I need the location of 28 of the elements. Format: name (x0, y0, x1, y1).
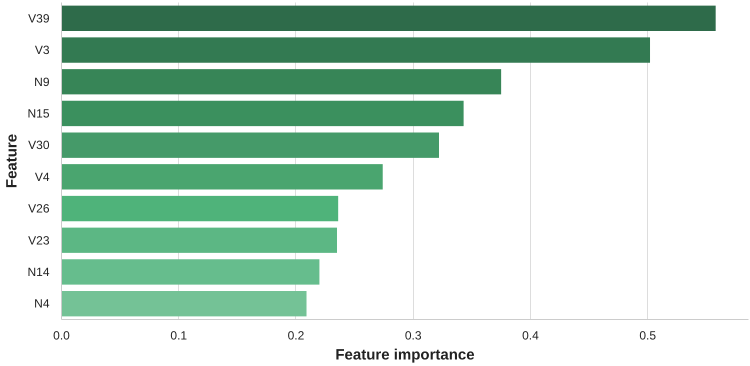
bar (62, 6, 716, 32)
x-axis-title: Feature importance (335, 346, 475, 364)
bar (62, 290, 307, 316)
y-tick-label: N15 (27, 106, 50, 120)
y-tick-label: V30 (28, 138, 50, 152)
x-tick-label: 0.3 (404, 328, 422, 342)
y-tick-label: V4 (34, 170, 50, 184)
y-tick-label: N9 (34, 74, 50, 89)
y-tick-label: V39 (28, 11, 50, 26)
y-tick-label: V23 (28, 233, 50, 248)
bar (62, 100, 464, 126)
bar (62, 228, 338, 253)
bar (62, 196, 338, 222)
x-tick-label: 0.5 (639, 328, 656, 342)
x-tick-label: 0.4 (522, 328, 540, 342)
bar (62, 164, 383, 190)
y-axis-title: Feature (3, 134, 20, 188)
x-tick-label: 0.1 (170, 328, 188, 342)
y-tick-label: V26 (28, 202, 50, 216)
bar (62, 132, 439, 158)
x-tick-label: 0.2 (288, 328, 305, 342)
bar (62, 69, 502, 94)
x-tick-label: 0.0 (53, 328, 70, 342)
bar (62, 259, 320, 285)
bar (62, 37, 650, 63)
y-tick-label: N14 (27, 264, 50, 279)
y-tick-label: V3 (34, 43, 50, 58)
y-tick-label: N4 (34, 296, 50, 311)
